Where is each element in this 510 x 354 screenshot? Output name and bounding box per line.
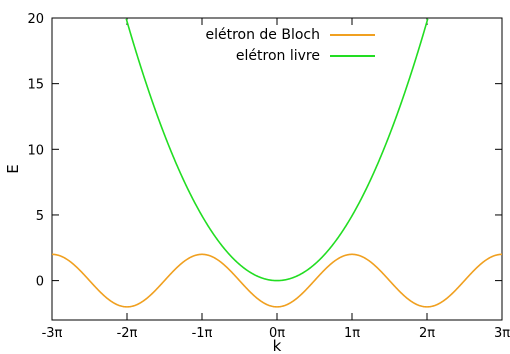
y-axis-title: E bbox=[4, 164, 22, 173]
x-tick-label-6: 3π bbox=[494, 326, 510, 341]
x-axis-title: k bbox=[273, 337, 282, 354]
x-tick-label-2: -1π bbox=[192, 326, 213, 341]
y-tick-label-1: 5 bbox=[36, 209, 44, 224]
y-tick-label-4: 20 bbox=[27, 12, 44, 27]
series-line-free bbox=[125, 18, 429, 282]
x-tick-label-5: 2π bbox=[419, 326, 435, 341]
series-line-bloch bbox=[51, 253, 503, 308]
x-tick-label-0: -3π bbox=[42, 326, 63, 341]
legend-label-free: elétron livre bbox=[236, 48, 320, 64]
legend-label-bloch: elétron de Bloch bbox=[205, 27, 320, 43]
x-tick-label-1: -2π bbox=[117, 326, 138, 341]
y-tick-label-0: 0 bbox=[36, 275, 44, 290]
x-tick-label-4: 1π bbox=[344, 326, 360, 341]
y-tick-label-2: 10 bbox=[27, 143, 44, 158]
legend: elétron de Bloch elétron livre bbox=[205, 27, 375, 64]
series-curves bbox=[51, 18, 503, 308]
axis-tick-labels: -3π -2π -1π 0π 1π 2π 3π 0 5 10 15 20 bbox=[27, 12, 510, 341]
y-tick-label-3: 15 bbox=[27, 78, 44, 93]
x-tick-label-3: 0π bbox=[269, 326, 285, 341]
